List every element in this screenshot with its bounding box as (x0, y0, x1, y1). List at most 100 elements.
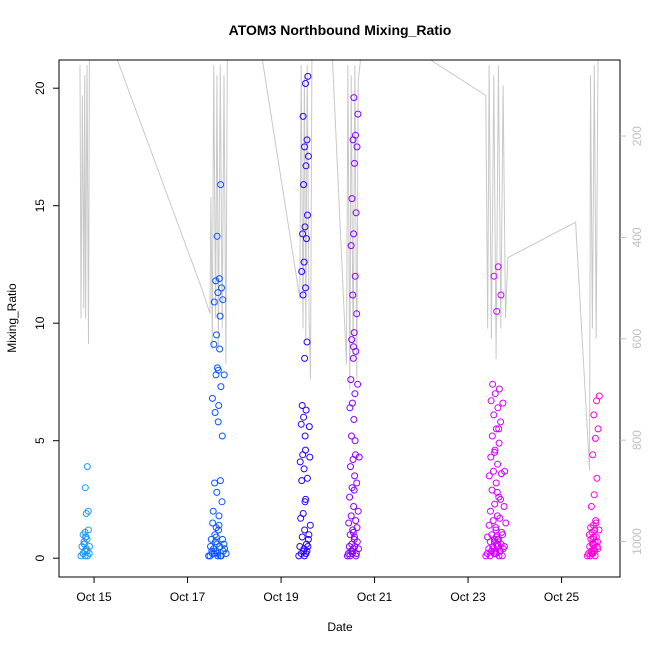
data-point (487, 397, 495, 405)
data-point (214, 289, 222, 297)
data-point (492, 425, 500, 433)
data-point (209, 519, 217, 527)
data-point (216, 312, 224, 320)
data-point (593, 474, 601, 482)
data-point (210, 298, 218, 306)
data-point (218, 284, 225, 292)
data-point (494, 404, 502, 412)
data-point (82, 510, 90, 517)
x-tick-label: Oct 23 (450, 590, 486, 604)
data-point (348, 336, 356, 344)
data-point (302, 284, 309, 292)
data-point (304, 152, 312, 160)
data-point (350, 343, 357, 351)
y-tick-label: 10 (33, 316, 47, 330)
data-point (354, 507, 362, 515)
data-point (490, 467, 497, 475)
data-point (208, 394, 216, 402)
data-point (211, 479, 219, 487)
data-point (499, 545, 507, 553)
data-point (296, 543, 304, 550)
data-point (501, 467, 509, 475)
data-point (500, 503, 508, 510)
data-point (488, 432, 496, 440)
data-point (299, 291, 307, 299)
data-point (86, 543, 93, 550)
data-point (350, 329, 358, 337)
data-point (493, 488, 501, 496)
data-point (210, 550, 218, 557)
data-point (485, 521, 493, 529)
data-point (346, 493, 354, 501)
data-point (502, 519, 510, 527)
data-point (212, 277, 220, 285)
data-point (351, 159, 358, 167)
x-tick-label: Oct 19 (263, 590, 299, 604)
data-point (592, 519, 600, 527)
data-point (304, 72, 312, 80)
data-point (353, 479, 361, 487)
data-point (350, 503, 358, 510)
data-point (594, 425, 602, 433)
data-point (220, 371, 228, 379)
data-point (303, 474, 311, 482)
y-tick-label: 15 (33, 199, 47, 213)
x-tick-label: Oct 17 (170, 590, 206, 604)
scatter-points-layer (77, 72, 603, 560)
data-point (354, 380, 362, 388)
data-point (210, 340, 218, 348)
data-point (590, 540, 597, 548)
data-point (215, 402, 223, 409)
secondary-y-tick-label: 800 (630, 430, 644, 450)
data-point (83, 463, 91, 471)
data-point (494, 540, 502, 548)
data-point (299, 112, 307, 120)
data-point (305, 531, 313, 539)
data-point (213, 232, 221, 240)
data-point (350, 230, 358, 238)
data-point (351, 533, 358, 541)
data-point (305, 423, 313, 431)
data-point (302, 80, 309, 87)
data-point (494, 263, 502, 271)
data-point (499, 399, 507, 407)
data-point (594, 538, 601, 546)
data-point (497, 495, 504, 503)
data-point (352, 552, 360, 560)
data-point (489, 517, 497, 525)
data-point (218, 432, 226, 440)
data-point (81, 484, 89, 492)
data-point (299, 510, 307, 517)
data-point (303, 338, 311, 346)
data-point (592, 533, 600, 541)
data-point (304, 211, 311, 219)
data-point (214, 552, 222, 560)
data-point (84, 507, 92, 515)
data-point (214, 366, 222, 374)
data-point (304, 543, 312, 550)
data-point (590, 411, 598, 419)
data-point (591, 434, 599, 442)
data-point (352, 451, 359, 459)
data-point (484, 533, 492, 541)
data-point (215, 512, 223, 520)
x-tick-label: Oct 21 (357, 590, 393, 604)
data-point (214, 418, 222, 426)
data-point (496, 514, 504, 522)
data-point (217, 181, 225, 189)
data-point (354, 110, 362, 118)
data-point (493, 307, 501, 315)
data-point (302, 162, 310, 170)
data-point (211, 538, 219, 546)
data-point (490, 272, 498, 280)
data-point (351, 390, 359, 398)
data-point (220, 540, 228, 548)
data-point (347, 463, 354, 471)
data-point (492, 479, 500, 487)
data-point (349, 291, 357, 299)
secondary-y-tick-label: 200 (630, 126, 644, 146)
secondary-y-tick-label: 600 (630, 328, 644, 348)
data-point (349, 528, 357, 536)
plot-frame (58, 59, 621, 578)
